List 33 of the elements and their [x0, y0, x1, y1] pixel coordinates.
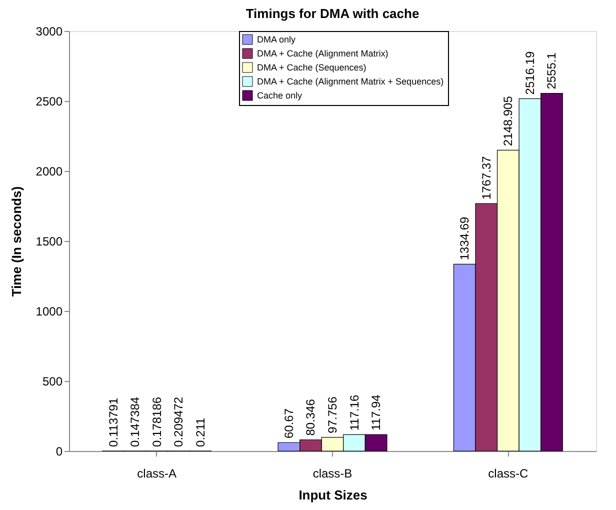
- legend-label: Cache only: [257, 90, 303, 100]
- x-tick-label: class-A: [137, 466, 177, 480]
- data-label: 80.346: [304, 398, 318, 436]
- data-label: 117.94: [369, 394, 384, 430]
- legend-label: DMA + Cache (Alignment Matrix): [257, 48, 388, 58]
- data-label: 1767.37: [479, 156, 494, 200]
- y-tick-label: 2000: [36, 164, 63, 178]
- legend-label: DMA + Cache (Sequences): [257, 62, 366, 72]
- data-label: 0.178186: [150, 396, 164, 447]
- data-label: 0.113791: [106, 398, 120, 447]
- data-label: 0.147384: [128, 396, 142, 447]
- y-tick-label: 0: [56, 444, 63, 458]
- y-tick-label: 2500: [36, 94, 63, 108]
- legend-label: DMA only: [257, 34, 296, 44]
- x-tick-label: class-C: [488, 466, 528, 480]
- x-tick-label: class-B: [312, 466, 352, 480]
- data-label: 2555.1: [544, 52, 559, 90]
- data-label: 117.16: [347, 394, 362, 431]
- data-label: 1334.69: [458, 216, 472, 260]
- y-tick-label: 500: [42, 374, 63, 388]
- y-tick-label: 1000: [36, 304, 63, 318]
- data-label: 2516.19: [522, 51, 537, 95]
- data-label: 0.209472: [172, 396, 186, 447]
- chart-title: Timings for DMA with cache: [246, 6, 420, 21]
- y-axis-title: Time (In seconds): [8, 186, 24, 297]
- data-label: 97.756: [326, 396, 340, 434]
- x-axis-title: Input Sizes: [298, 488, 368, 502]
- data-label: 2148.905: [501, 96, 516, 146]
- y-tick-label: 1500: [36, 234, 63, 248]
- data-label: 0.211: [193, 418, 208, 447]
- y-tick-label: 3000: [36, 24, 63, 38]
- data-label: 60.67: [282, 408, 296, 439]
- legend-label: DMA + Cache (Alignment Matrix + Sequences): [257, 76, 444, 86]
